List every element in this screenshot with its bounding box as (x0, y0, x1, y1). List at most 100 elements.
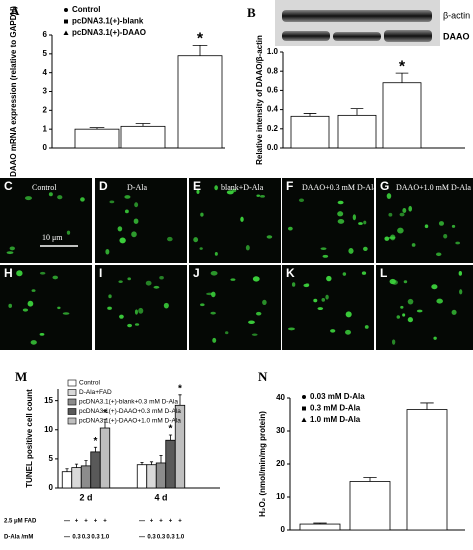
blot-label: β-actin (443, 10, 470, 20)
cell (66, 230, 71, 235)
y-tick-label: 0.6 (267, 86, 279, 95)
cell (322, 254, 329, 258)
error-bar (192, 44, 208, 56)
legend-label: pcDNA3.1(+)-blank+0.3 mM D-Ala (79, 399, 178, 406)
micrograph (376, 178, 473, 263)
y-tick-label: 5 (43, 49, 48, 58)
bar (382, 82, 422, 149)
legend-swatch (67, 408, 77, 415)
cell (210, 311, 216, 315)
condition-value: 1.0 (176, 535, 185, 541)
cell (163, 302, 169, 309)
micrograph (0, 265, 92, 350)
x-tick-label: 2 d (79, 492, 92, 502)
blot: β-actin DAAO (275, 0, 470, 46)
legend-label: Control (72, 5, 100, 14)
condition-value: + (84, 519, 88, 525)
condition-value: + (75, 519, 79, 525)
error-bar (395, 72, 409, 83)
cell (397, 227, 404, 234)
error-bar (135, 123, 151, 127)
cell (214, 252, 218, 256)
cell (133, 218, 139, 224)
cell (131, 231, 137, 238)
cell (443, 233, 448, 239)
y-tick-label: 0.0 (267, 143, 279, 152)
panel-label: F (286, 179, 293, 193)
cell (403, 280, 408, 284)
cell (196, 189, 200, 194)
cell (330, 329, 336, 333)
bar (349, 481, 391, 531)
condition-value: + (159, 519, 163, 525)
error-bar (303, 113, 317, 117)
y-axis-label: DAAO mRNA expression (relative to GAPDH) (9, 6, 18, 177)
cell (433, 336, 437, 340)
micrograph-caption: DAAO+1.0 mM D-Ala (396, 183, 471, 192)
condition-value: — (64, 519, 70, 525)
legend-label: pcDNA3.1(+)-blank (72, 17, 144, 26)
condition-value: 0.3 (147, 535, 156, 541)
condition-value: + (103, 519, 107, 525)
condition-label: D-Ala /mM (4, 535, 33, 541)
condition-value: 0.3 (157, 535, 166, 541)
cell (240, 216, 244, 222)
condition-value: 0.3 (91, 535, 100, 541)
cell (225, 331, 229, 335)
cell (363, 220, 367, 225)
cell (48, 192, 53, 197)
cell (119, 237, 126, 244)
error-bar (93, 446, 98, 452)
cell (298, 198, 305, 202)
panel-label: I (99, 266, 102, 280)
cell (399, 212, 405, 217)
cell (200, 212, 204, 217)
condition-label: 2.5 μM FAD (4, 519, 37, 525)
bar (90, 451, 101, 489)
cell (80, 197, 85, 202)
legend-swatch (67, 389, 77, 396)
condition-value: — (64, 535, 70, 541)
error-bar (103, 418, 107, 429)
cell (317, 307, 324, 311)
cell (16, 270, 23, 277)
cell (416, 309, 423, 313)
cell (153, 285, 160, 289)
y-tick-label: 4 (43, 68, 48, 77)
cell (118, 280, 123, 283)
cell (396, 315, 401, 319)
cell (159, 276, 164, 280)
legend-label: pcDNA3.1(+)-DAAO+0.3 mM D-Ala (79, 408, 181, 415)
panel-label: H (4, 266, 13, 280)
cell (52, 275, 59, 280)
cell (127, 323, 133, 328)
y-tick-label: 6 (43, 30, 48, 39)
legend-swatch (67, 379, 77, 387)
bar (136, 464, 148, 489)
cell (211, 291, 216, 298)
condition-value: + (150, 519, 154, 525)
cell (342, 272, 347, 276)
legend-swatch (67, 417, 77, 425)
panel-title: B (247, 5, 256, 20)
cell (259, 195, 265, 198)
error-bar (140, 461, 144, 465)
cell (206, 292, 214, 296)
cell (230, 278, 236, 281)
cell (386, 193, 392, 199)
cell (252, 276, 260, 282)
bar (165, 439, 176, 489)
bar (299, 523, 341, 531)
panel-title: N (258, 369, 268, 384)
cell (326, 275, 332, 282)
bar (80, 465, 92, 489)
cell (107, 306, 112, 310)
cell (262, 299, 267, 306)
cell (199, 247, 203, 250)
condition-value: 1.0 (101, 535, 110, 541)
cell (212, 337, 217, 343)
y-tick-label: 15 (44, 396, 53, 405)
condition-value: + (178, 519, 182, 525)
panel-label: J (193, 266, 200, 280)
